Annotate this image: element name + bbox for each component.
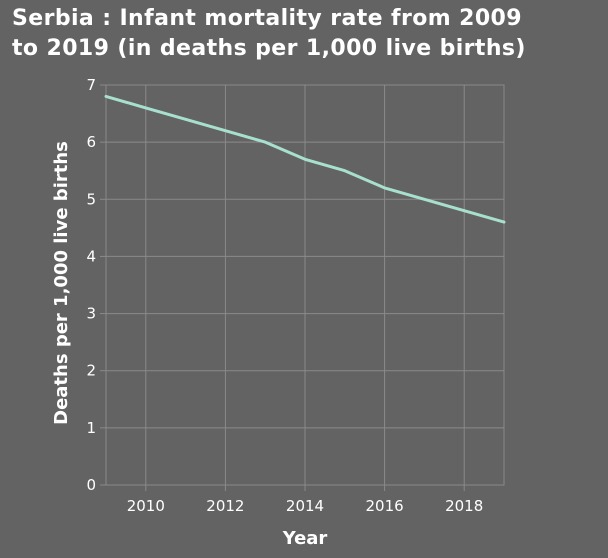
x-tick-label: 2012: [206, 497, 244, 515]
y-axis-title: Deaths per 1,000 live births: [51, 141, 72, 425]
y-tick-label: 0: [86, 476, 96, 494]
y-tick-label: 7: [86, 76, 96, 94]
x-axis-title: Year: [282, 528, 328, 549]
plot-border: [105, 84, 505, 486]
x-tick-label: 2014: [286, 497, 324, 515]
y-tick-label: 3: [86, 305, 96, 323]
y-tick-label: 2: [86, 362, 96, 380]
x-tick-label: 2018: [445, 497, 483, 515]
y-tick-label: 4: [86, 247, 96, 265]
x-tick-label: 2016: [366, 497, 404, 515]
y-tick-label: 5: [86, 190, 96, 208]
axes: [100, 84, 505, 491]
series-line-0: [104, 94, 506, 224]
y-tick-label: 6: [86, 133, 96, 151]
chart-title-line-2: to 2019 (in deaths per 1,000 live births…: [12, 36, 526, 61]
chart-title-line-1: Serbia : Infant mortality rate from 2009: [12, 6, 522, 31]
grid: [106, 84, 504, 486]
y-tick-label: 1: [86, 419, 96, 437]
x-tick-label: 2010: [127, 497, 165, 515]
series-layer: [104, 94, 506, 224]
tick-labels: 0 1 2 3 4 5 6 7 2010 2012 2014 2016 2018: [86, 76, 483, 515]
